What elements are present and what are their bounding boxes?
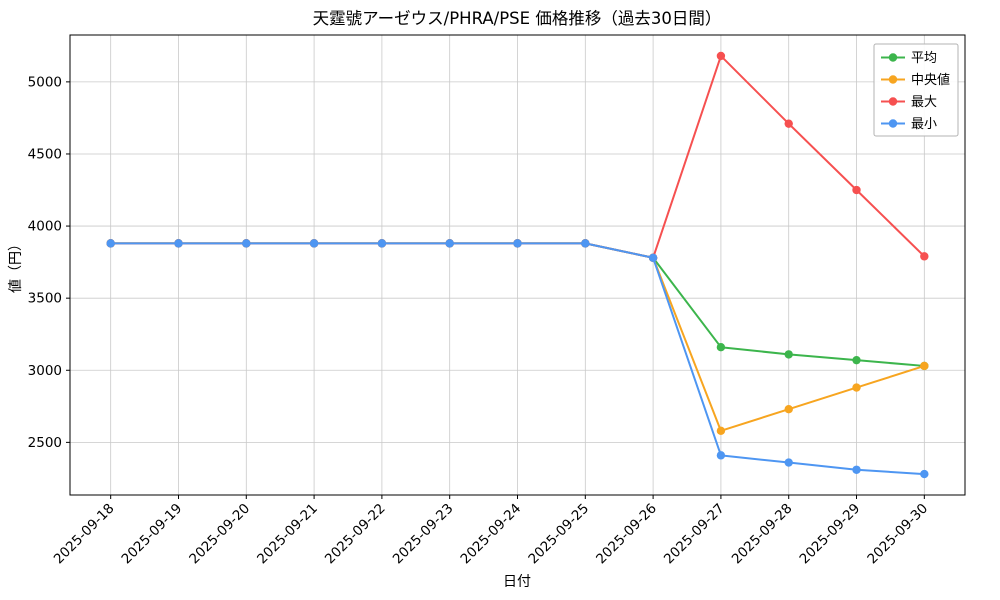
data-point <box>309 239 319 248</box>
x-tick-label: 2025-09-28 <box>729 501 796 568</box>
data-point <box>920 469 929 479</box>
data-point <box>377 239 387 248</box>
data-point <box>716 51 726 61</box>
legend-sample-marker <box>888 97 898 106</box>
plot-border <box>69 34 966 496</box>
legend-label: 最小 <box>911 117 937 132</box>
x-tick-label: 2025-09-20 <box>186 501 253 568</box>
data-point <box>242 239 251 248</box>
data-point <box>106 239 115 248</box>
legend-label: 中央値 <box>911 72 950 88</box>
legend-label: 最大 <box>911 95 937 110</box>
data-point <box>852 355 861 365</box>
legend-sample-marker <box>888 119 898 128</box>
y-tick-label: 4500 <box>28 146 62 162</box>
x-tick-label: 2025-09-19 <box>119 501 186 568</box>
y-tick-label: 2500 <box>28 435 62 451</box>
chart-layer: 2025-09-18 2025-09-19 2025-09-20 2025-09-21… <box>28 34 966 568</box>
y-tick-label: 3500 <box>28 291 62 307</box>
legend-label: 平均 <box>911 51 937 66</box>
y-tick-label: 3000 <box>28 363 62 379</box>
data-point <box>445 239 454 248</box>
data-point <box>784 119 793 128</box>
data-point <box>513 239 522 248</box>
legend-box <box>873 43 959 137</box>
x-tick-label: 2025-09-29 <box>797 501 864 568</box>
x-tick-label: 2025-09-18 <box>51 501 118 568</box>
data-point <box>784 350 793 359</box>
data-point <box>784 405 793 414</box>
data-point <box>716 342 726 352</box>
x-tick-label: 2025-09-22 <box>322 501 389 568</box>
x-tick-label: 2025-09-30 <box>864 501 931 568</box>
data-point <box>581 239 590 248</box>
data-point <box>716 451 726 460</box>
x-axis-label: 日付 <box>503 574 531 590</box>
data-point <box>174 239 183 248</box>
data-point <box>784 458 793 467</box>
chart-title: 天霆號アーゼウス/PHRA/PSE 価格推移（過去30日間） <box>313 9 722 28</box>
x-tick-label: 2025-09-27 <box>661 501 728 568</box>
legend-sample-marker <box>888 75 898 84</box>
x-tick-label: 2025-09-23 <box>390 501 457 568</box>
x-tick-label: 2025-09-25 <box>525 501 592 568</box>
data-point <box>852 465 861 474</box>
data-point <box>852 383 861 392</box>
x-tick-label: 2025-09-24 <box>458 501 525 568</box>
data-point <box>852 185 861 195</box>
data-point <box>920 361 929 371</box>
y-axis-label: 値（円） <box>8 237 24 293</box>
data-point <box>920 252 929 261</box>
x-tick-label: 2025-09-21 <box>254 501 321 568</box>
y-tick-label: 5000 <box>28 74 62 90</box>
data-point <box>648 253 658 262</box>
x-tick-label: 2025-09-26 <box>593 501 660 568</box>
legend-sample-marker <box>888 53 898 62</box>
data-point <box>716 426 726 436</box>
y-tick-label: 4000 <box>28 219 62 235</box>
